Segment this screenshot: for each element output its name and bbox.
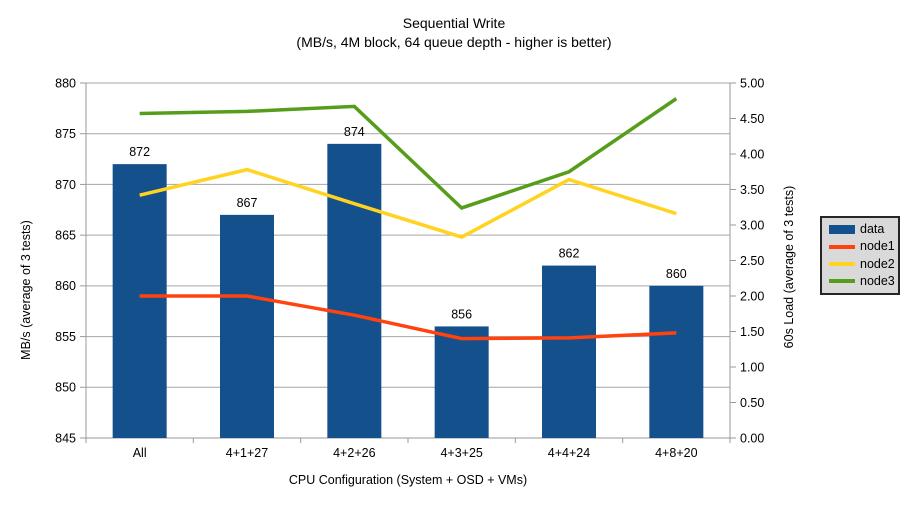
legend-swatch-node2 — [829, 262, 855, 267]
bar-value-label: 856 — [451, 307, 472, 321]
right-axis-tick-label: 0.50 — [740, 396, 764, 410]
right-axis-tick-label: 4.00 — [740, 147, 764, 161]
bar — [542, 265, 596, 438]
series-line-node3 — [139, 97, 678, 210]
bar — [434, 326, 489, 438]
bar-value-label: 867 — [237, 196, 258, 210]
chart-title-block: Sequential Write (MB/s, 4M block, 64 que… — [0, 14, 908, 52]
left-axis-title: MB/s (average of 3 tests) — [19, 220, 33, 360]
left-axis-tick-label: 860 — [55, 279, 76, 293]
bar-value-label: 874 — [344, 125, 365, 139]
legend-label-node3: node3 — [860, 273, 895, 288]
bar-value-label: 860 — [666, 267, 687, 281]
right-axis-tick-label: 5.00 — [740, 76, 764, 90]
left-axis-tick-label: 845 — [55, 431, 76, 445]
x-category-label: 4+3+25 — [440, 446, 482, 460]
chart-title: Sequential Write — [402, 15, 506, 31]
legend-label-node1: node1 — [860, 239, 895, 254]
legend-label-data: data — [860, 222, 885, 237]
legend-item-node1: node1 — [829, 240, 898, 253]
right-axis-tick-label: 0.00 — [740, 431, 764, 445]
bar — [112, 164, 167, 438]
right-axis-tick-label: 2.00 — [740, 289, 764, 303]
right-axis-tick-label: 1.00 — [740, 360, 764, 374]
left-axis-tick-label: 850 — [55, 381, 76, 395]
right-axis-title: 60s Load (average of 3 tests) — [782, 186, 796, 349]
legend-swatch-node3 — [829, 279, 855, 284]
series-line-node1 — [139, 294, 677, 341]
left-axis-tick-label: 870 — [55, 178, 76, 192]
left-axis-tick-label: 855 — [55, 330, 76, 344]
chart-subtitle: (MB/s, 4M block, 64 queue depth - higher… — [296, 34, 612, 50]
x-category-label: All — [133, 446, 147, 460]
right-axis-tick-label: 1.50 — [740, 325, 764, 339]
legend-item-node3: node3 — [829, 273, 898, 288]
bar — [649, 285, 704, 438]
x-category-label: 4+2+26 — [333, 446, 375, 460]
bar-value-label: 872 — [129, 145, 150, 159]
legend-swatch-node1 — [829, 244, 855, 249]
right-axis-tick-label: 3.50 — [740, 183, 764, 197]
left-axis-tick-label: 875 — [55, 127, 76, 141]
bar-value-label: 862 — [559, 247, 580, 261]
legend-item-node2: node2 — [829, 256, 898, 271]
legend-item-data: data — [829, 223, 898, 236]
legend: data node1 node2 node3 — [820, 216, 900, 295]
right-axis-tick-label: 4.50 — [740, 112, 764, 126]
right-axis-tick-label: 2.50 — [740, 254, 764, 268]
legend-label-node2: node2 — [860, 256, 895, 271]
x-category-label: 4+4+24 — [548, 446, 590, 460]
x-axis-title: CPU Configuration (System + OSD + VMs) — [289, 473, 527, 487]
x-category-label: 4+1+27 — [226, 446, 268, 460]
legend-swatch-data — [829, 225, 855, 235]
series-line-node2 — [139, 167, 677, 239]
left-axis-tick-label: 865 — [55, 229, 76, 243]
left-axis-tick-label: 880 — [55, 76, 76, 90]
right-axis-tick-label: 3.00 — [740, 218, 764, 232]
bar — [220, 214, 274, 438]
bar — [327, 143, 382, 438]
x-category-label: 4+8+20 — [655, 446, 697, 460]
